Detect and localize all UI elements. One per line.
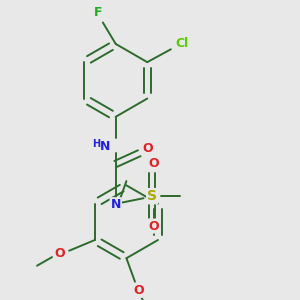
Text: N: N [100,140,110,153]
Text: O: O [142,142,153,155]
Text: O: O [148,158,158,170]
Text: Cl: Cl [175,38,188,50]
Text: H: H [92,139,101,148]
Text: N: N [110,198,121,211]
Text: S: S [147,189,157,203]
Text: O: O [133,284,143,297]
Text: F: F [94,6,103,20]
Text: O: O [54,248,65,260]
Text: O: O [148,220,158,232]
